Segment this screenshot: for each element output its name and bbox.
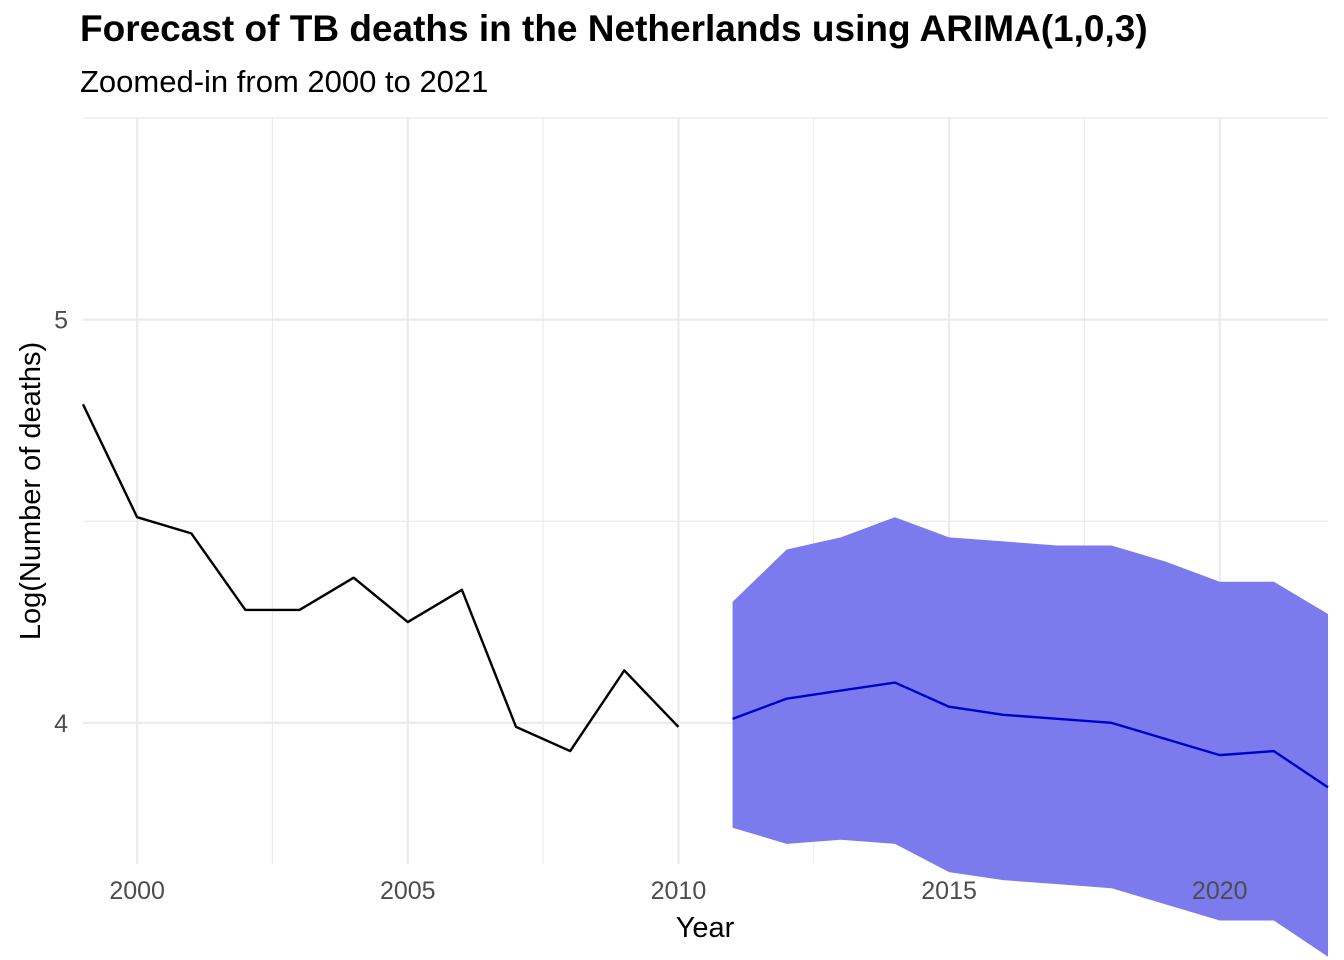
chart-subtitle: Zoomed-in from 2000 to 2021 <box>80 64 489 99</box>
x-tick-label: 2010 <box>651 877 707 905</box>
x-tick-label: 2020 <box>1192 877 1248 905</box>
y-tick-label: 4 <box>54 710 68 738</box>
chart-marks <box>81 403 1329 957</box>
chart-title: Forecast of TB deaths in the Netherlands… <box>80 8 1148 49</box>
historical-series-line <box>81 403 680 753</box>
forecast-series-line <box>732 681 1329 789</box>
grid-major <box>83 118 1328 864</box>
y-tick-labels: 45 <box>54 307 68 738</box>
x-tick-labels: 2000 2005 2010 2015 2020 <box>109 877 1247 905</box>
y-tick-label: 5 <box>54 307 68 335</box>
x-axis-title: Year <box>676 912 735 944</box>
forecast-interval-band <box>732 517 1328 957</box>
x-tick-label: 2000 <box>109 877 165 905</box>
x-tick-label: 2015 <box>921 877 977 905</box>
y-axis-title: Log(Number of deaths) <box>15 342 47 640</box>
x-tick-label: 2005 <box>380 877 436 905</box>
